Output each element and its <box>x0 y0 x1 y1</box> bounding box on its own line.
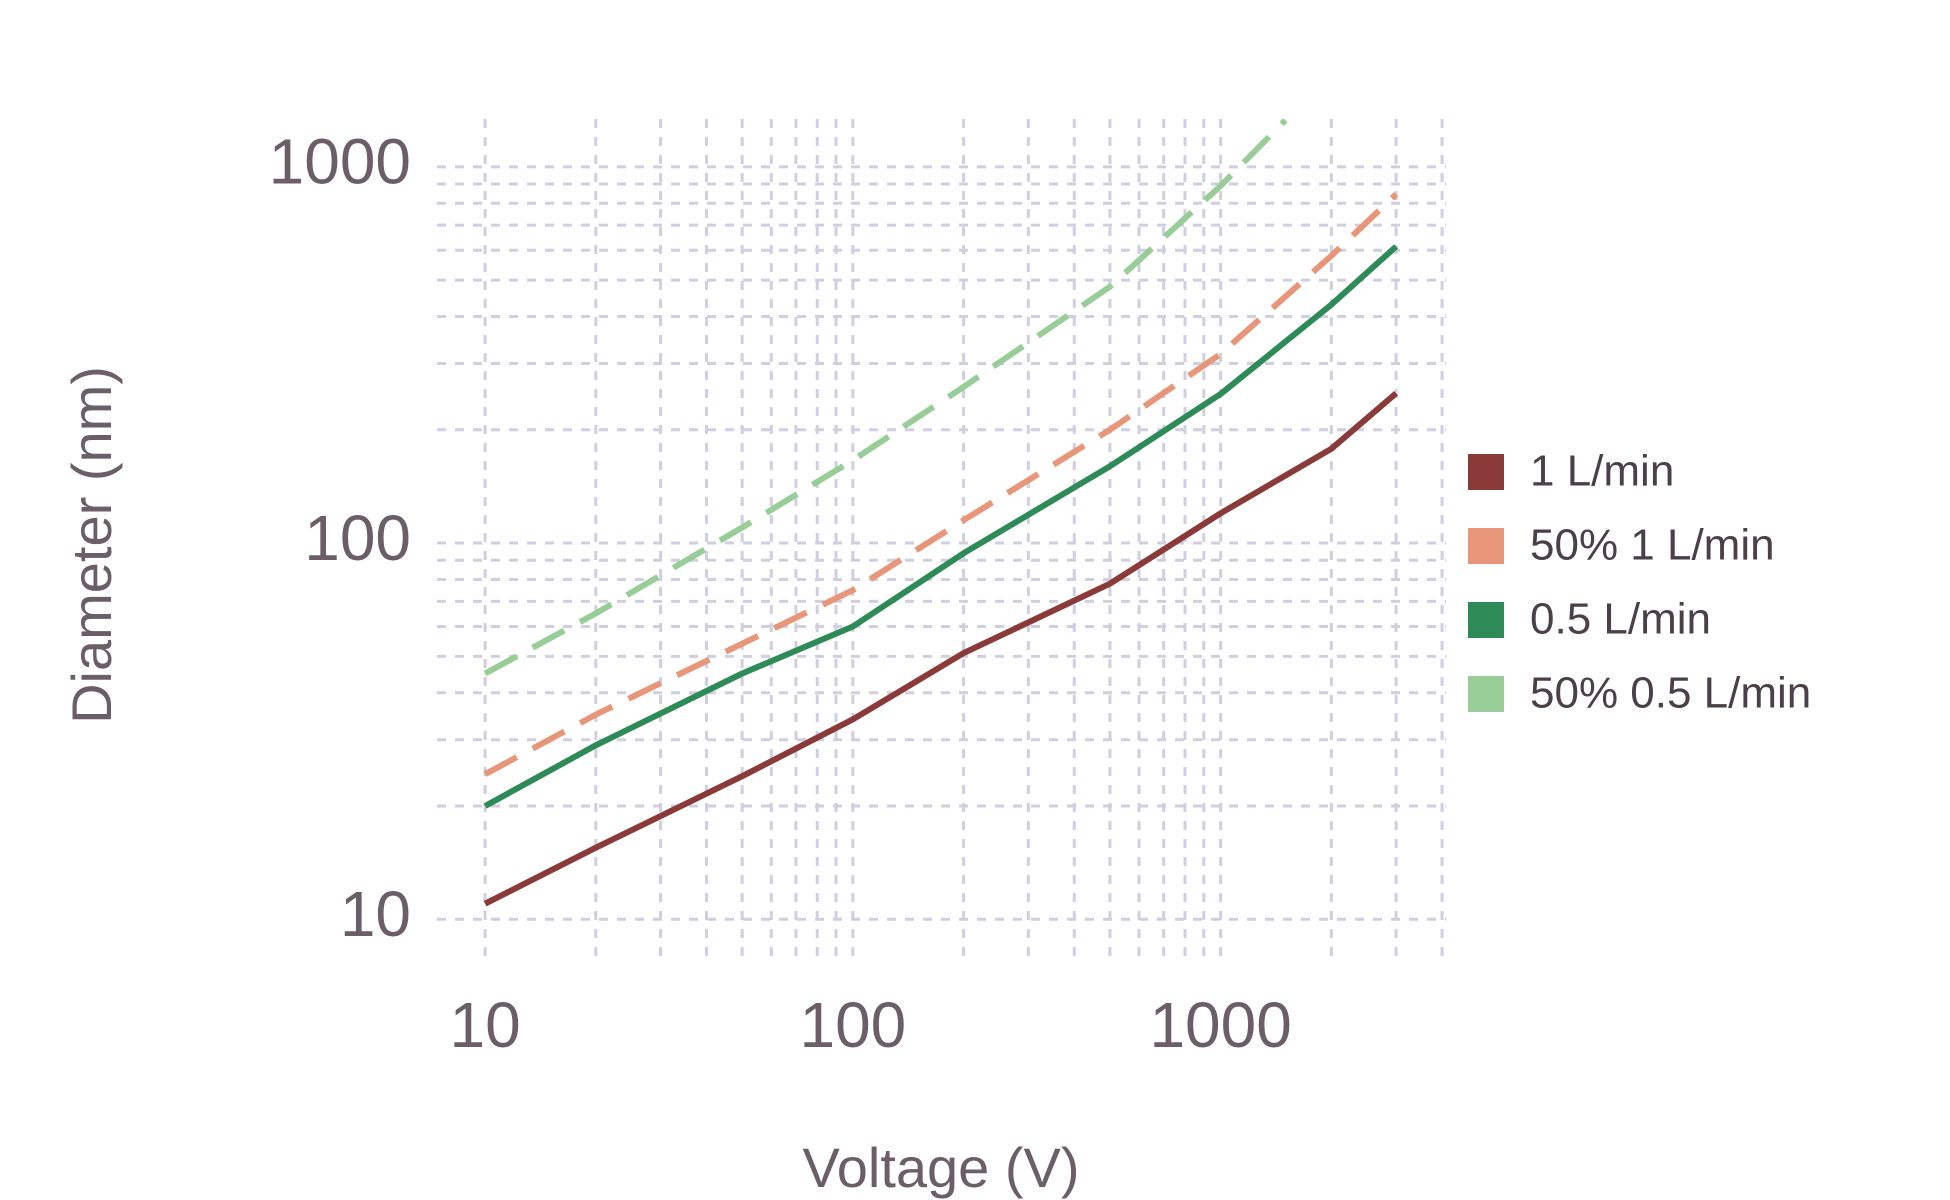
y-axis-title: Diameter (nm) <box>60 366 123 724</box>
x-tick-label: 10 <box>449 989 520 1061</box>
legend-swatch <box>1468 676 1504 712</box>
y-tick-label: 1000 <box>269 126 411 198</box>
y-tick-label: 10 <box>340 878 411 950</box>
series-line <box>483 119 1288 677</box>
legend-label: 50% 1 L/min <box>1530 521 1775 570</box>
x-axis-title: Voltage (V) <box>802 1136 1079 1199</box>
x-tick-label: 100 <box>799 989 906 1061</box>
x-tick-label: 1000 <box>1149 989 1291 1061</box>
y-tick-label: 100 <box>304 502 411 574</box>
legend: 1 L/min 50% 1 L/min 0.5 L/min 50% 0.5 L/min <box>1468 447 1811 718</box>
legend-label: 1 L/min <box>1530 447 1674 496</box>
series-line <box>483 244 1399 809</box>
series-line <box>483 192 1399 777</box>
legend-label: 50% 0.5 L/min <box>1530 669 1811 718</box>
legend-swatch <box>1468 454 1504 490</box>
legend-label: 0.5 L/min <box>1530 595 1711 644</box>
legend-swatch <box>1468 602 1504 638</box>
lines <box>483 119 1399 907</box>
legend-swatch <box>1468 528 1504 564</box>
series-line <box>483 391 1399 907</box>
grid <box>437 119 1446 962</box>
